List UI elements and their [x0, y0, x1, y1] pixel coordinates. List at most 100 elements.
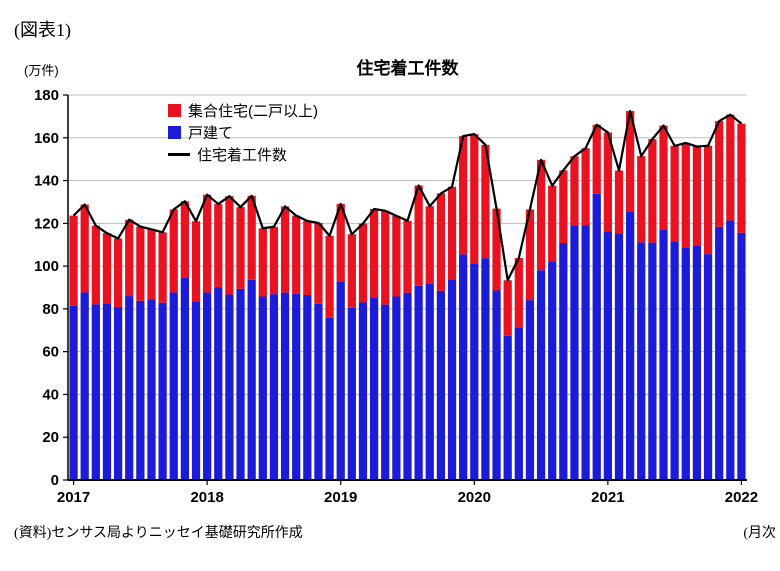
chart-title: 住宅着工件数 [356, 59, 459, 78]
legend-label: 戸建て [188, 124, 234, 142]
bar-segment-single-family [136, 300, 145, 480]
bar-segment-multi-family [626, 111, 635, 212]
bar-segment-single-family [158, 302, 167, 480]
x-axis-frequency-note: (月次 [743, 526, 776, 541]
bar-segment-multi-family [247, 195, 256, 280]
bar-segment-multi-family [459, 136, 468, 255]
bar-segment-multi-family [681, 142, 690, 248]
bar-segment-single-family [447, 279, 457, 480]
figure-label: (図表1) [14, 20, 71, 40]
bar-segment-multi-family [559, 170, 568, 244]
multi-family-legend-swatch-icon [168, 103, 181, 117]
bar-segment-single-family [269, 294, 279, 480]
bar-segment-single-family [180, 277, 189, 480]
y-tick-label: 140 [34, 173, 59, 190]
bar-segment-single-family [503, 335, 512, 480]
bar-segment-multi-family [548, 185, 557, 262]
bar-segment-single-family [559, 243, 568, 480]
x-tick-label: 2020 [458, 489, 491, 506]
bar-segment-single-family [659, 229, 668, 480]
bar-segment-multi-family [180, 201, 189, 278]
bar-segment-multi-family [69, 215, 78, 306]
bar-segment-single-family [648, 242, 657, 480]
bar-segment-single-family [514, 327, 523, 480]
bar-segment-multi-family [514, 257, 523, 328]
bar-segment-multi-family [203, 194, 212, 293]
bar-segment-single-family [459, 254, 468, 480]
bar-segment-single-family [492, 290, 501, 480]
bar-segment-multi-family [158, 232, 167, 303]
bar-segment-multi-family [91, 225, 100, 305]
bar-segment-single-family [692, 245, 702, 480]
bar-segment-single-family [280, 292, 290, 480]
bar-segment-single-family [113, 306, 123, 480]
y-tick-label: 80 [42, 301, 59, 318]
source-note: (資料)センサス局よりニッセイ基礎研究所作成 [14, 526, 303, 541]
bar-segment-single-family [292, 293, 301, 480]
bar-segment-multi-family [113, 238, 123, 307]
bar-segment-multi-family [214, 204, 223, 288]
x-tick-label: 2021 [591, 489, 624, 506]
bar-segment-multi-family [347, 234, 356, 308]
y-tick-label: 180 [34, 87, 59, 104]
bar-segment-multi-family [425, 206, 434, 284]
x-tick-label: 2019 [324, 489, 357, 506]
bar-segment-multi-family [715, 121, 724, 227]
bar-segment-multi-family [648, 139, 657, 243]
bar-segment-multi-family [670, 145, 679, 242]
bar-segment-multi-family [292, 215, 301, 294]
bar-segment-multi-family [258, 228, 267, 297]
bar-segment-multi-family [102, 233, 112, 304]
legend-item-multi-family: 集合住宅(二戸以上) [168, 99, 318, 121]
bar-segment-single-family [214, 287, 223, 480]
bar-segment-multi-family [436, 193, 446, 291]
bar-segment-single-family [603, 231, 612, 480]
bar-segment-multi-family [414, 185, 423, 286]
bar-segment-multi-family [336, 203, 345, 282]
y-tick-label: 0 [51, 472, 59, 489]
bar-segment-multi-family [525, 209, 535, 301]
y-tick-label: 20 [42, 429, 59, 446]
x-tick-label: 2018 [190, 489, 223, 506]
bar-segment-multi-family [191, 221, 201, 302]
bar-segment-single-family [347, 307, 356, 480]
total-line-legend-swatch-icon [168, 152, 190, 156]
bar-segment-single-family [125, 296, 134, 480]
bar-segment-multi-family [447, 186, 457, 280]
total-line [72, 109, 743, 282]
bar-segment-multi-family [280, 206, 290, 293]
bar-segment-single-family [314, 303, 323, 480]
legend-item-single-family: 戸建て [168, 121, 318, 143]
bar-segment-multi-family [369, 209, 379, 298]
legend: 集合住宅(二戸以上) 戸建て 住宅着工件数 [168, 99, 318, 165]
bar-segment-single-family [425, 283, 434, 480]
single-family-legend-swatch-icon [168, 125, 181, 139]
bar-segment-single-family [258, 296, 267, 480]
bar-segment-single-family [737, 232, 746, 480]
bar-segment-single-family [303, 294, 312, 480]
bar-segment-single-family [525, 300, 535, 480]
bar-segment-single-family [147, 299, 156, 480]
bar-segment-single-family [481, 258, 490, 480]
bar-segment-multi-family [637, 156, 646, 243]
y-axis-unit-label: (万件) [24, 63, 59, 78]
bar-segment-multi-family [125, 219, 134, 297]
bar-segment-single-family [325, 317, 334, 480]
bar-segment-single-family [80, 292, 89, 480]
bar-segment-single-family [570, 225, 579, 480]
bar-segment-single-family [637, 242, 646, 480]
bar-segment-single-family [470, 263, 479, 480]
y-tick-label: 160 [34, 130, 59, 147]
bar-segment-multi-family [236, 207, 245, 289]
bar-segment-single-family [102, 303, 112, 480]
bar-segment-single-family [392, 296, 401, 480]
legend-item-total-line: 住宅着工件数 [168, 143, 318, 165]
bar-segment-multi-family [481, 144, 490, 259]
bar-segment-single-family [548, 261, 557, 480]
x-tick-label: 2022 [725, 489, 758, 506]
bar-segment-single-family [715, 226, 724, 480]
bar-segment-multi-family [314, 222, 323, 304]
bar-segment-multi-family [358, 223, 368, 303]
